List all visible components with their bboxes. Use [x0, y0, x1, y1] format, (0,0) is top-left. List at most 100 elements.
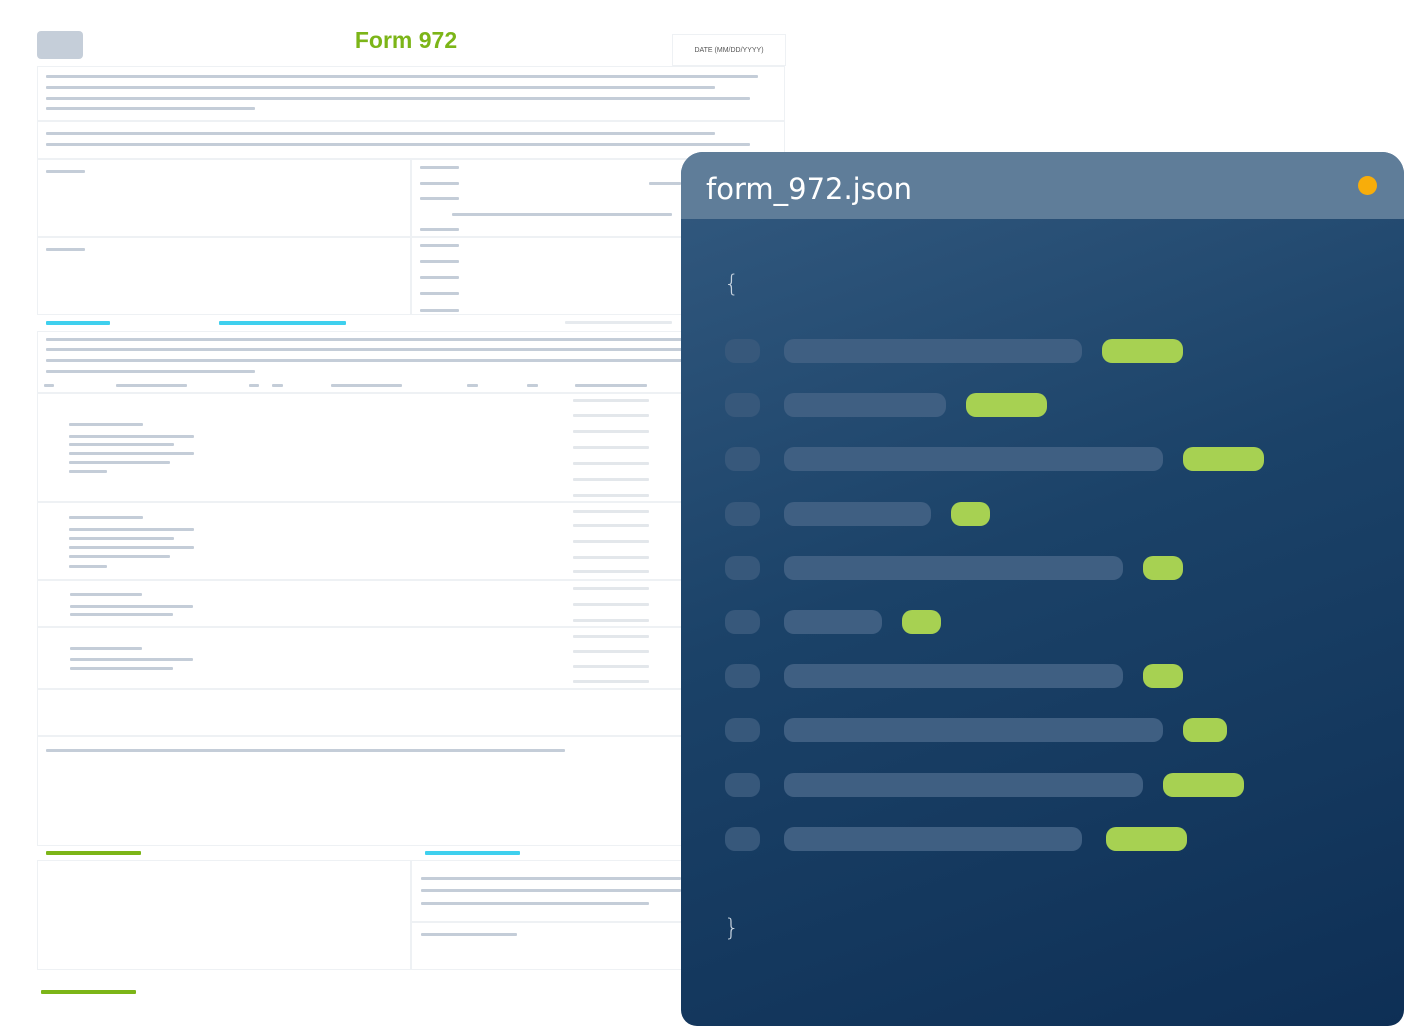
json-key-placeholder	[784, 393, 946, 418]
placeholder-text-line	[573, 570, 649, 573]
json-key-placeholder	[784, 772, 1143, 797]
placeholder-text-line	[573, 399, 649, 402]
json-line-marker	[725, 664, 760, 689]
form-cell	[37, 121, 785, 159]
form-cell	[37, 66, 785, 121]
placeholder-text-line	[573, 650, 649, 653]
json-line-marker	[725, 393, 760, 418]
json-value-placeholder	[1106, 826, 1187, 851]
placeholder-text-line	[573, 510, 649, 513]
placeholder-text-line	[420, 292, 459, 295]
form-logo	[37, 31, 83, 59]
placeholder-text-line	[69, 461, 170, 464]
json-key-placeholder	[784, 826, 1082, 851]
placeholder-text-line	[69, 565, 107, 568]
placeholder-text-line	[46, 749, 565, 752]
placeholder-text-line	[69, 423, 143, 426]
placeholder-text-line	[425, 851, 520, 855]
form-cell	[37, 237, 411, 315]
json-line-marker	[725, 339, 760, 363]
placeholder-text-line	[420, 228, 459, 231]
placeholder-text-line	[46, 321, 110, 325]
json-value-placeholder	[902, 610, 941, 634]
json-key-placeholder	[784, 718, 1163, 743]
json-key-placeholder	[784, 501, 931, 526]
placeholder-text-line	[249, 384, 259, 387]
placeholder-text-line	[573, 587, 649, 590]
form-cell	[37, 736, 785, 846]
placeholder-text-line	[452, 213, 672, 216]
placeholder-text-line	[573, 540, 649, 543]
placeholder-text-line	[420, 244, 459, 247]
placeholder-text-line	[420, 260, 459, 263]
placeholder-text-line	[46, 75, 758, 78]
placeholder-text-line	[272, 384, 283, 387]
json-key-placeholder	[784, 555, 1123, 580]
date-label: DATE (MM/DD/YYYY)	[694, 46, 764, 54]
placeholder-text-line	[565, 321, 672, 324]
form-cell	[37, 860, 411, 970]
placeholder-text-line	[573, 494, 649, 497]
json-line-marker	[725, 826, 760, 851]
placeholder-text-line	[420, 166, 459, 169]
placeholder-text-line	[46, 86, 715, 89]
json-key-placeholder	[784, 447, 1163, 472]
placeholder-text-line	[46, 851, 141, 855]
placeholder-text-line	[420, 309, 459, 312]
placeholder-text-line	[69, 452, 194, 455]
placeholder-text-line	[44, 384, 54, 387]
open-brace: {	[724, 270, 740, 298]
placeholder-text-line	[70, 605, 193, 608]
form-cell	[37, 502, 785, 580]
form-cell	[37, 393, 785, 502]
placeholder-text-line	[573, 446, 649, 449]
placeholder-text-line	[116, 384, 187, 387]
json-filename: form_972.json	[706, 172, 912, 206]
json-value-placeholder	[966, 393, 1047, 418]
placeholder-text-line	[46, 170, 85, 173]
json-value-placeholder	[1102, 339, 1183, 363]
json-panel-header: form_972.json	[681, 152, 1404, 219]
placeholder-text-line	[421, 889, 681, 892]
placeholder-text-line	[331, 384, 402, 387]
placeholder-text-line	[70, 647, 142, 650]
json-line-marker	[725, 772, 760, 797]
placeholder-text-line	[69, 528, 194, 531]
placeholder-text-line	[420, 276, 459, 279]
json-line-marker	[725, 555, 760, 580]
placeholder-text-line	[70, 667, 173, 670]
placeholder-text-line	[575, 384, 647, 387]
placeholder-text-line	[46, 338, 686, 341]
placeholder-text-line	[69, 537, 174, 540]
json-key-placeholder	[784, 339, 1082, 363]
placeholder-text-line	[70, 593, 142, 596]
placeholder-text-line	[573, 635, 649, 638]
placeholder-text-line	[46, 143, 750, 146]
placeholder-text-line	[69, 555, 170, 558]
placeholder-text-line	[527, 384, 538, 387]
placeholder-text-line	[46, 248, 85, 251]
placeholder-text-line	[69, 470, 107, 473]
placeholder-text-line	[69, 443, 174, 446]
form-title: Form 972	[354, 27, 458, 53]
placeholder-text-line	[421, 877, 681, 880]
placeholder-text-line	[573, 665, 649, 668]
close-brace: }	[724, 914, 740, 942]
json-value-placeholder	[951, 501, 990, 526]
json-line-marker	[725, 501, 760, 526]
placeholder-text-line	[573, 524, 649, 527]
placeholder-text-line	[69, 516, 143, 519]
status-dot-icon	[1358, 176, 1377, 195]
placeholder-text-line	[421, 933, 517, 936]
placeholder-text-line	[573, 619, 649, 622]
form-cell	[37, 689, 785, 736]
placeholder-text-line	[70, 658, 193, 661]
placeholder-text-line	[41, 990, 136, 994]
json-line-marker	[725, 610, 760, 634]
date-field[interactable]: DATE (MM/DD/YYYY)	[672, 34, 786, 66]
placeholder-text-line	[573, 603, 649, 606]
placeholder-text-line	[573, 430, 649, 433]
json-panel: form_972.json { }	[681, 152, 1404, 1026]
placeholder-text-line	[573, 478, 649, 481]
placeholder-text-line	[69, 435, 194, 438]
